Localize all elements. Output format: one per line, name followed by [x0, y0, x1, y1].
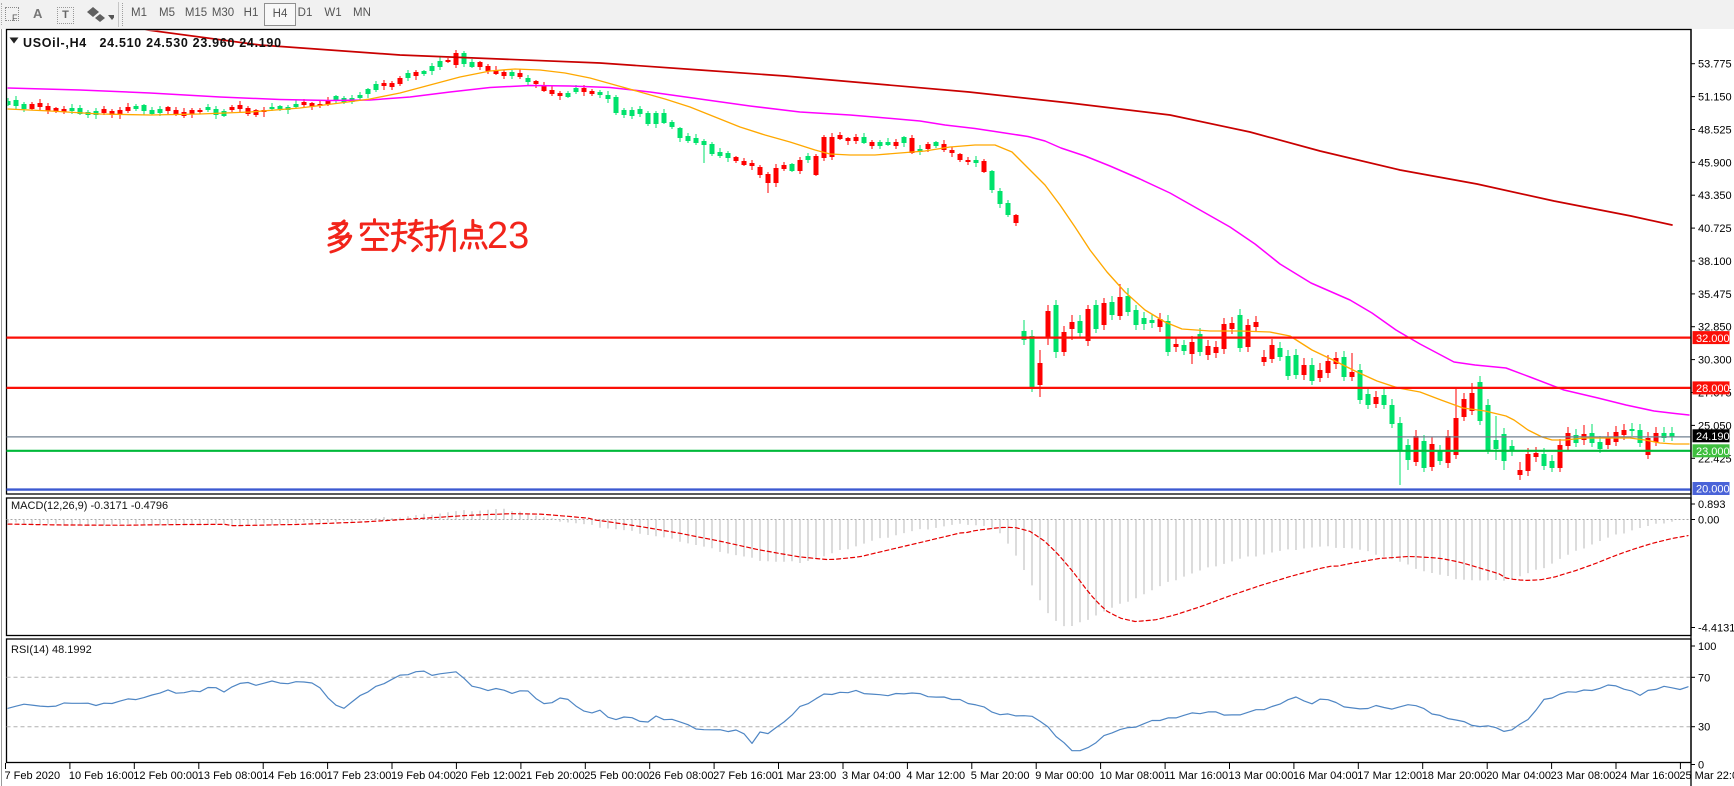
svg-text:30.300: 30.300	[1698, 355, 1732, 367]
svg-text:28.000: 28.000	[1696, 383, 1730, 395]
svg-text:12 Feb 00:00: 12 Feb 00:00	[133, 770, 198, 782]
svg-text:43.350: 43.350	[1698, 190, 1732, 202]
svg-text:51.150: 51.150	[1698, 92, 1732, 104]
svg-text:25 Feb 00:00: 25 Feb 00:00	[584, 770, 649, 782]
svg-text:13 Feb 08:00: 13 Feb 08:00	[198, 770, 263, 782]
svg-text:32.850: 32.850	[1698, 322, 1732, 334]
svg-text:16 Mar 04:00: 16 Mar 04:00	[1293, 770, 1358, 782]
svg-text:10 Mar 08:00: 10 Mar 08:00	[1100, 770, 1165, 782]
svg-text:-4.4131: -4.4131	[1698, 623, 1734, 635]
svg-text:USOil-,H4 24.510 24.530 23.9: USOil-,H4 24.510 24.530 23.960 24.190	[23, 36, 282, 50]
svg-text:0.00: 0.00	[1698, 515, 1719, 527]
svg-text:1 Mar 23:00: 1 Mar 23:00	[778, 770, 837, 782]
svg-text:5 Mar 20:00: 5 Mar 20:00	[971, 770, 1030, 782]
svg-text:24 Mar 16:00: 24 Mar 16:00	[1615, 770, 1680, 782]
svg-text:48.525: 48.525	[1698, 125, 1732, 137]
svg-text:53.775: 53.775	[1698, 59, 1732, 71]
svg-text:100: 100	[1698, 641, 1716, 653]
svg-text:26 Feb 08:00: 26 Feb 08:00	[649, 770, 714, 782]
svg-text:3 Mar 04:00: 3 Mar 04:00	[842, 770, 901, 782]
svg-text:35.475: 35.475	[1698, 289, 1732, 301]
svg-text:10 Feb 16:00: 10 Feb 16:00	[69, 770, 134, 782]
svg-text:32.000: 32.000	[1696, 333, 1730, 345]
svg-text:38.100: 38.100	[1698, 256, 1732, 268]
svg-text:20 Mar 04:00: 20 Mar 04:00	[1486, 770, 1551, 782]
svg-text:30: 30	[1698, 722, 1710, 734]
svg-text:25 Mar 22:00: 25 Mar 22:00	[1679, 770, 1734, 782]
svg-text:23 Mar 08:00: 23 Mar 08:00	[1551, 770, 1616, 782]
svg-text:7 Feb 2020: 7 Feb 2020	[5, 770, 61, 782]
svg-text:20 Feb 12:00: 20 Feb 12:00	[455, 770, 520, 782]
svg-text:18 Mar 20:00: 18 Mar 20:00	[1422, 770, 1487, 782]
svg-text:45.900: 45.900	[1698, 157, 1732, 169]
svg-text:0: 0	[1698, 760, 1704, 772]
svg-text:17 Feb 23:00: 17 Feb 23:00	[327, 770, 392, 782]
svg-text:17 Mar 12:00: 17 Mar 12:00	[1357, 770, 1422, 782]
svg-text:0.893: 0.893	[1698, 499, 1726, 511]
svg-text:70: 70	[1698, 672, 1710, 684]
svg-text:14 Feb 16:00: 14 Feb 16:00	[262, 770, 327, 782]
svg-text:40.725: 40.725	[1698, 223, 1732, 235]
svg-text:11 Mar 16:00: 11 Mar 16:00	[1164, 770, 1228, 782]
svg-text:9 Mar 00:00: 9 Mar 00:00	[1035, 770, 1094, 782]
svg-text:24.190: 24.190	[1696, 431, 1730, 443]
svg-text:20.000: 20.000	[1696, 484, 1730, 496]
svg-text:4 Mar 12:00: 4 Mar 12:00	[906, 770, 965, 782]
svg-text:13 Mar 00:00: 13 Mar 00:00	[1229, 770, 1294, 782]
svg-text:MACD(12,26,9) -0.3171 -0.4796: MACD(12,26,9) -0.3171 -0.4796	[11, 500, 168, 512]
svg-text:27 Feb 16:00: 27 Feb 16:00	[713, 770, 778, 782]
svg-text:RSI(14) 48.1992: RSI(14) 48.1992	[11, 644, 92, 656]
svg-text:23: 23	[487, 215, 529, 257]
svg-text:21 Feb 20:00: 21 Feb 20:00	[520, 770, 585, 782]
svg-text:19 Feb 04:00: 19 Feb 04:00	[391, 770, 456, 782]
svg-text:23.000: 23.000	[1696, 446, 1730, 458]
